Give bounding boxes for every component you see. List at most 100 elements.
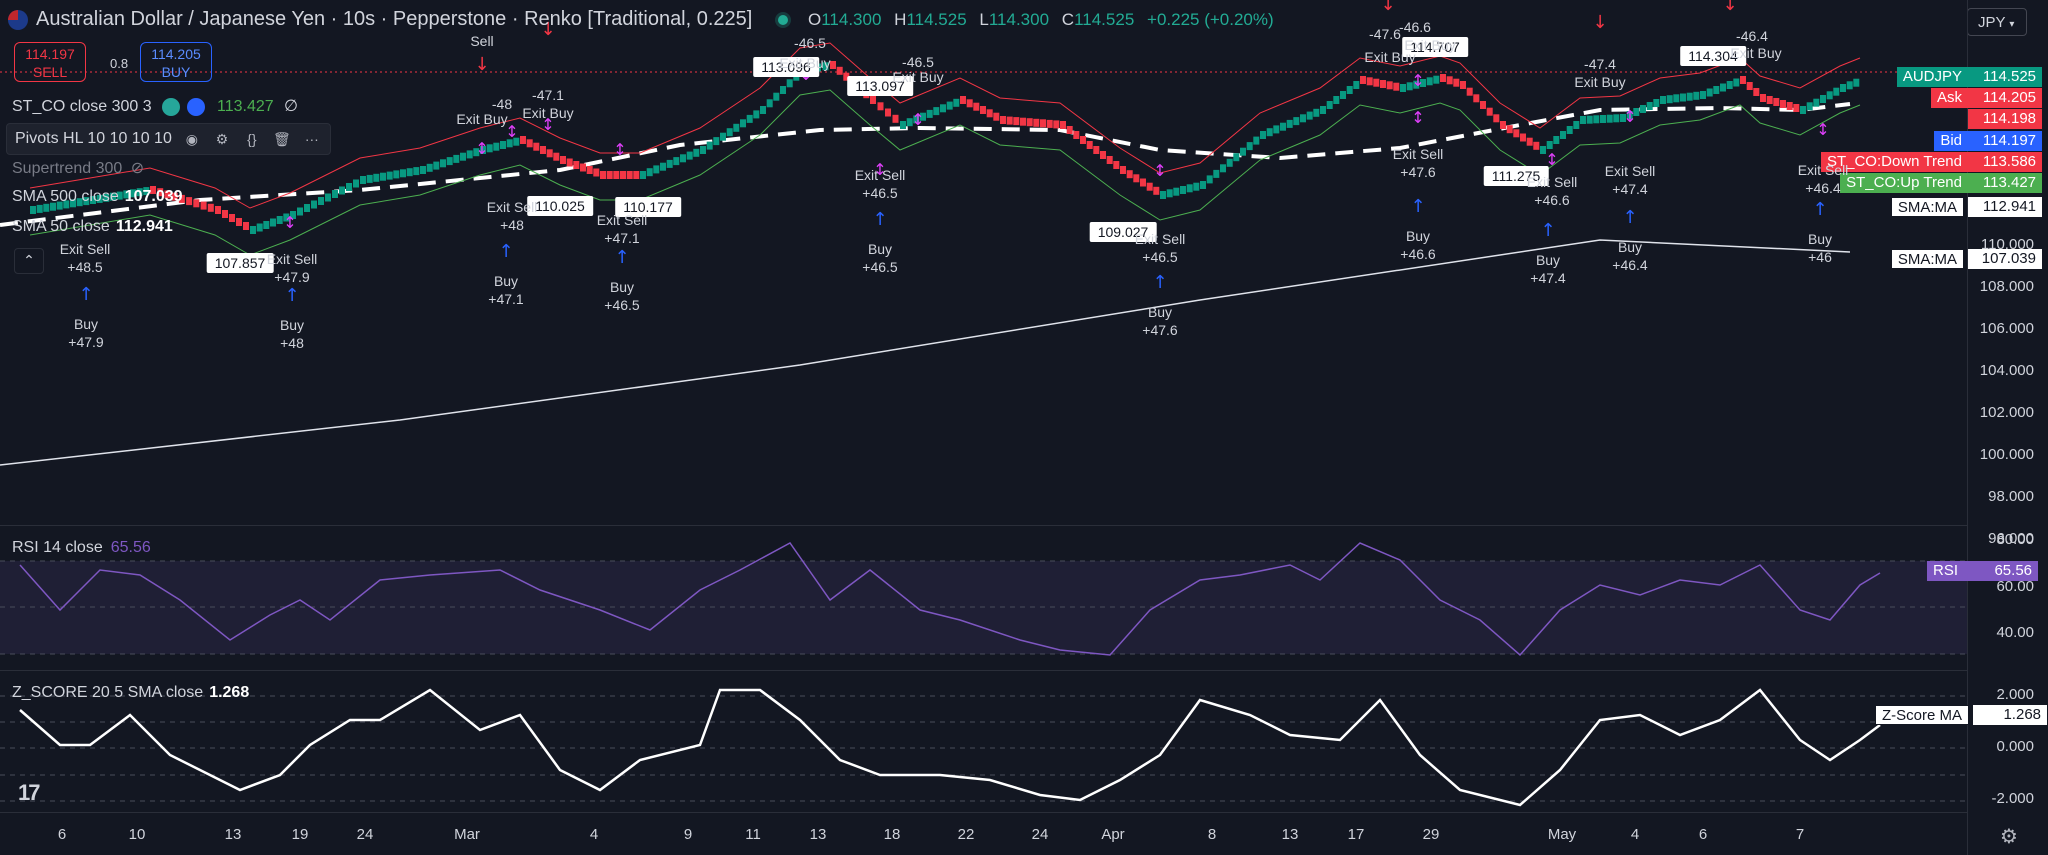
eye-icon[interactable]: ◉ (185, 130, 198, 147)
tradingview-logo-icon[interactable]: 17 (18, 780, 41, 805)
signal-annotation: Exit Sell (854, 167, 906, 183)
st-co-legend[interactable]: ST_CO close 300 3 113.427 ∅ (12, 96, 298, 116)
renko-brick (1506, 125, 1513, 134)
renko-brick (620, 171, 626, 179)
renko-brick (1213, 169, 1220, 178)
renko-brick (1240, 147, 1246, 156)
renko-brick (493, 142, 500, 151)
renko-brick (553, 152, 560, 161)
renko-brick (193, 199, 200, 208)
trash-icon[interactable]: 🗑 (272, 130, 291, 147)
ohlc-low-value: 114.300 (988, 10, 1050, 29)
settings-icon[interactable]: ⚙ (215, 130, 229, 147)
signal-annotation: +47.1 (604, 230, 640, 246)
renko-brick (1426, 77, 1433, 86)
renko-brick (1433, 75, 1440, 84)
ohlc-change: +0.225 (+0.20%) (1147, 10, 1274, 29)
sell-price: 114.197 (25, 46, 75, 62)
supertrend-down-line (29, 42, 1861, 209)
signal-annotation: +47.4 (1530, 270, 1566, 286)
renko-brick (680, 154, 686, 163)
ohlc-high-key: H (894, 10, 907, 29)
chevron-down-icon: ▾ (2009, 19, 2015, 30)
renko-brick (1120, 166, 1126, 174)
renko-brick (1773, 98, 1780, 106)
buy-price: 114.205 (151, 46, 201, 62)
supertrend-legend[interactable]: Supertrend 300 ⊘ (12, 158, 144, 178)
currency-selector[interactable]: JPY ▾ (1967, 8, 2027, 36)
renko-brick (207, 203, 214, 212)
signal-annotation: +46.6 (1400, 246, 1436, 262)
price-label-name: ST_CO:Up Trend (1840, 173, 1968, 193)
exit-arrow-icon: ↕ (1623, 107, 1636, 126)
ohlc-open-value: 114.300 (821, 10, 882, 29)
renko-brick (1660, 96, 1666, 104)
signal-annotation: -47.4 (1584, 56, 1616, 72)
renko-brick (263, 221, 270, 229)
signal-annotation: +48.5 (67, 259, 103, 275)
renko-brick (1406, 82, 1413, 91)
renko-brick (1286, 119, 1293, 128)
pivot-label: 111.275 (1483, 166, 1549, 186)
signal-annotation: Buy (493, 273, 519, 289)
move-icon[interactable] (186, 97, 205, 116)
renko-brick (486, 144, 493, 153)
renko-brick (1073, 131, 1080, 139)
pivot-label: 114.304 (1680, 46, 1746, 66)
signal-annotation: Exit Buy (1404, 37, 1456, 53)
signal-annotation: +47.1 (488, 291, 524, 307)
zscore-legend[interactable]: Z_SCORE 20 5 SMA close 1.268 (12, 684, 249, 702)
price-label: ST_CO:Down Trend 113.586 (1820, 152, 2042, 172)
renko-brick (186, 197, 193, 206)
renko-brick (946, 101, 953, 110)
rsi-price-label: RSI 65.56 (1927, 561, 2039, 581)
renko-brick (1166, 189, 1173, 198)
hidden-eye-icon[interactable]: ⊘ (130, 160, 145, 177)
renko-brick (276, 216, 283, 224)
pane-divider[interactable] (0, 525, 1967, 526)
renko-brick (1493, 114, 1500, 123)
renko-brick (30, 206, 36, 214)
time-axis-tick: 11 (745, 826, 761, 843)
renko-brick (593, 168, 600, 177)
sell-button[interactable]: 114.197 SELL (14, 42, 86, 82)
rsi-legend[interactable]: RSI 14 close 65.56 (12, 539, 151, 557)
symbol-title[interactable]: Australian Dollar / Japanese Yen · 10s ·… (36, 8, 753, 30)
collapse-icon[interactable]: ⌃ (14, 248, 44, 274)
renko-brick (339, 186, 345, 195)
renko-brick (1153, 186, 1160, 195)
sma500-legend[interactable]: SMA 500 close 107.039 (12, 188, 183, 206)
signal-annotation: Buy (1535, 252, 1561, 268)
buy-button[interactable]: 114.205 BUY (140, 42, 212, 82)
renko-brick (1673, 94, 1680, 103)
renko-brick (1733, 78, 1740, 87)
renko-brick (1640, 105, 1646, 113)
pane-divider[interactable] (0, 670, 1967, 671)
pivot-label: 107.857 (206, 253, 274, 273)
settings-gear-icon[interactable]: ⚙ (2000, 826, 2018, 848)
sma50-legend[interactable]: SMA 50 close 112.941 (12, 218, 173, 236)
more-icon[interactable]: ··· (304, 131, 319, 147)
renko-brick (222, 210, 228, 218)
signal-annotation: Sell (470, 33, 494, 49)
signal-annotation: Buy (279, 317, 305, 333)
renko-brick (1460, 81, 1466, 89)
time-axis-tick: 29 (1422, 826, 1440, 843)
zscore-line (19, 688, 1881, 807)
renko-brick (1180, 186, 1186, 194)
renko-brick (1646, 102, 1653, 110)
signal-annotation: Exit Sell (266, 251, 318, 267)
renko-brick (1826, 91, 1833, 100)
signal-annotation: Buy (1147, 304, 1173, 320)
renko-brick (56, 201, 63, 210)
pivots-legend[interactable]: Pivots HL 10 10 10 10 ◉ ⚙ {} 🗑 ··· (6, 123, 331, 155)
signal-annotation: +46.5 (1142, 249, 1178, 265)
eye-icon[interactable] (162, 97, 181, 116)
renko-brick (660, 162, 666, 171)
renko-brick (1473, 94, 1480, 103)
renko-brick (1513, 129, 1520, 138)
buy-arrow-icon: ↑ (498, 241, 513, 262)
code-icon[interactable]: {} (247, 131, 257, 147)
renko-brick (760, 106, 766, 114)
